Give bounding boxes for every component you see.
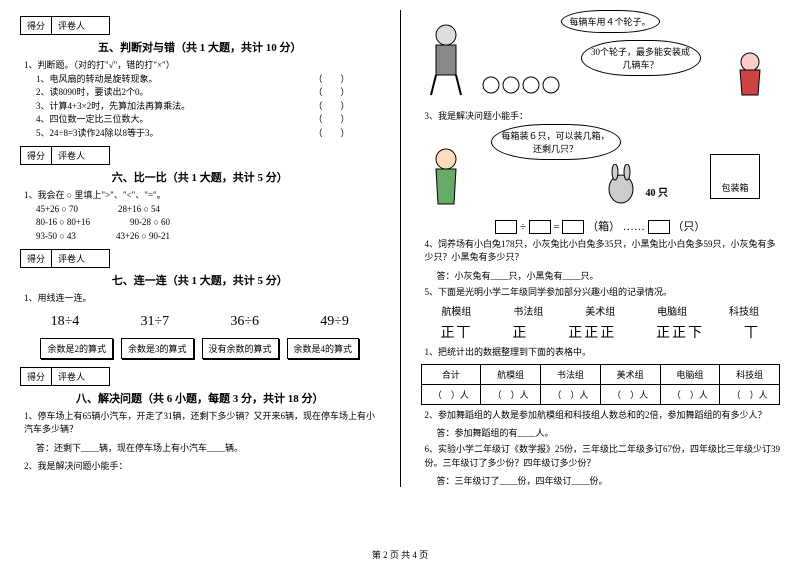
s7-tags: 余数是2的算式 余数是3的算式 没有余数的算式 余数是4的算式 — [20, 338, 380, 359]
eq-box-1 — [495, 220, 517, 234]
page-footer: 第 2 页 共 4 页 — [0, 548, 800, 561]
score-box-6: 得分评卷人 — [20, 146, 110, 165]
left-column: 得分评卷人 五、判断对与错（共 1 大题，共计 10 分） 1、判断题。（对的打… — [20, 10, 380, 487]
exp-3: 36÷6 — [230, 314, 259, 330]
right-column: 每辆车用４个轮子。 30个轮子，最多能安装成几辆车？ 3、我是解决问题小能手： … — [421, 10, 781, 487]
s7-lead: 1、用线连一连。 — [24, 292, 380, 306]
rabbit-icon — [601, 164, 641, 204]
s6-lead: 1、我会在 ○ 里填上">"、"<"、"="。 — [24, 189, 380, 203]
girl-icon — [730, 50, 770, 100]
exp-1: 18÷4 — [51, 314, 80, 330]
s6-row-2: 80-16 ○ 80+1690-28 ○ 60 — [36, 216, 380, 230]
s5-item-5: 5、24÷8=3读作24除以8等于3。（ ） — [36, 127, 380, 141]
wheels-icon — [481, 70, 561, 100]
bubble-3: 每箱装６只，可以装几箱，还剩几只？ — [491, 124, 621, 160]
stat-table: 合计航模组书法组美术组电脑组科技组 （ ）人（ ）人（ ）人（ ）人（ ）人（ … — [421, 364, 781, 405]
s8-a1: 答：还剩下____辆，现在停车场上有小汽车____辆。 — [36, 441, 380, 454]
exp-2: 31÷7 — [140, 314, 169, 330]
reviewer-label: 评卷人 — [52, 17, 91, 34]
s5-item-4: 4、四位数一定比三位数大。（ ） — [36, 113, 380, 127]
section-7-title: 七、连一连（共 1 大题，共计 5 分） — [20, 272, 380, 288]
bubble-1: 每辆车用４个轮子。 — [561, 10, 660, 33]
s6-row-3: 93-50 ○ 4343+26 ○ 90-21 — [36, 230, 380, 244]
s5-item-2: 2、读8090时，要读出2个0。（ ） — [36, 86, 380, 100]
s6-row-1: 45+26 ○ 7028+16 ○ 54 — [36, 203, 380, 217]
a4: 答：小灰兔有____只，小黑兔有____只。 — [437, 269, 781, 282]
bubble-2: 30个轮子，最多能安装成几辆车？ — [581, 40, 701, 76]
score-box-7: 得分评卷人 — [20, 249, 110, 268]
q6: 6、实验小学二年级订《数学报》25份，三年级比二年级多订67份，四年级比三年级少… — [425, 443, 781, 470]
cartoon-2: 每箱装６只，可以装几箱，还剩几只？ 40 只 包装箱 — [421, 124, 781, 214]
equation: ÷ = （箱） …… （只） — [421, 218, 781, 234]
exp-4: 49÷9 — [320, 314, 349, 330]
s5-lead: 1、判断题。（对的打"√"，错的打"×"） — [24, 59, 380, 73]
s5-item-3: 3、计算4+3×2时，先算加法再算乘法。（ ） — [36, 100, 380, 114]
q5c: 2、参加舞蹈组的人数是参加航模组和科技组人数总和的2倍，参加舞蹈组的有多少人？ — [425, 409, 781, 423]
tag-4: 余数是4的算式 — [287, 338, 360, 359]
section-5-title: 五、判断对与错（共 1 大题，共计 10 分） — [20, 39, 380, 55]
s5-item-1: 1、电风扇的转动是旋转现象。（ ） — [36, 73, 380, 87]
package-box: 包装箱 — [710, 154, 760, 199]
s8-q2: 2、我是解决问题小能手： — [24, 460, 380, 474]
q5b: 1、把统计出的数据整理到下面的表格中。 — [425, 346, 781, 360]
a5: 答：参加舞蹈组的有____人。 — [437, 426, 781, 439]
rabbit-count: 40 只 — [646, 184, 669, 199]
child-icon — [421, 144, 471, 214]
cartoon-1: 每辆车用４个轮子。 30个轮子，最多能安装成几辆车？ — [421, 10, 781, 110]
section-6-title: 六、比一比（共 1 大题，共计 5 分） — [20, 169, 380, 185]
eq-box-2 — [529, 220, 551, 234]
a6: 答：三年级订了____份，四年级订____份。 — [437, 474, 781, 487]
score-label: 得分 — [21, 17, 52, 34]
eq-box-3 — [562, 220, 584, 234]
tag-2: 余数是3的算式 — [121, 338, 194, 359]
s7-expressions: 18÷4 31÷7 36÷6 49÷9 — [20, 314, 380, 330]
s8-q1: 1、停车场上有65辆小汽车，开走了31辆，还剩下多少辆？又开来6辆，现在停车场上… — [24, 410, 380, 437]
tag-3: 没有余数的算式 — [202, 338, 279, 359]
q5: 5、下面是光明小学二年级同学参加部分兴趣小组的记录情况。 — [425, 286, 781, 300]
tally-marks: 正丅正正正正正正下丅 — [421, 322, 781, 342]
score-box-8: 得分评卷人 — [20, 367, 110, 386]
score-box-5: 得分评卷人 — [20, 16, 110, 35]
column-divider — [400, 10, 401, 487]
section-8-title: 八、解决问题（共 6 小题，每题 3 分，共计 18 分） — [20, 390, 380, 406]
eq-box-4 — [648, 220, 670, 234]
q3: 3、我是解决问题小能手： — [425, 110, 781, 124]
group-names: 航模组书法组美术组电脑组科技组 — [421, 303, 781, 318]
boy-icon — [421, 20, 471, 100]
tag-1: 余数是2的算式 — [40, 338, 113, 359]
q4: 4、饲养场有小白兔178只，小灰兔比小白兔多35只，小黑兔比小白兔多59只，小灰… — [425, 238, 781, 265]
